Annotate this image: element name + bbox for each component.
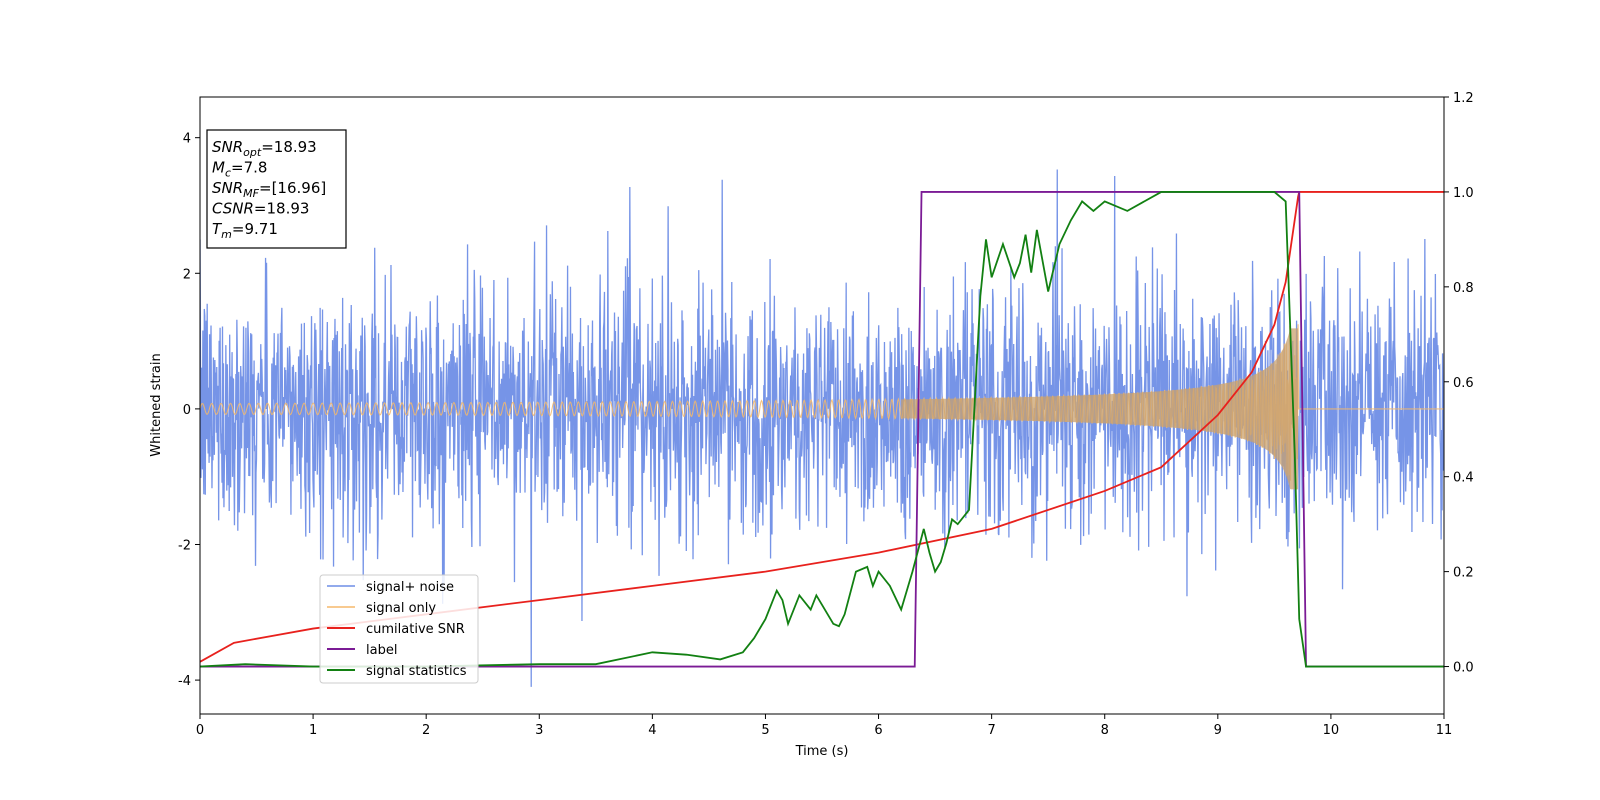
info-subscript: opt — [243, 146, 262, 159]
info-box: SNRopt=18.93Mc=7.8SNRMF=[16.96]CSNR=18.9… — [206, 129, 347, 249]
y-tick-label: -4 — [178, 674, 191, 689]
x-tick-label: 2 — [422, 723, 430, 738]
x-tick-label: 9 — [1214, 723, 1222, 738]
x-tick-label: 6 — [874, 723, 882, 738]
plot-frame — [199, 96, 1445, 715]
legend: signal+ noise signal only cumilative SNR la… — [319, 574, 479, 684]
info-line: Tm=9.71 — [212, 220, 278, 241]
info-value: =18.93 — [261, 138, 317, 156]
x-tick-label: 4 — [648, 723, 656, 738]
x-axis-label: Time (s) — [795, 744, 849, 759]
info-symbol: M — [212, 159, 225, 177]
info-box-frame — [206, 129, 347, 249]
info-value: =7.8 — [231, 159, 267, 177]
legend-label: signal only — [366, 601, 436, 616]
y2-tick-label: 1.0 — [1453, 186, 1474, 201]
x-tick-label: 5 — [761, 723, 769, 738]
info-line: Mc=7.8 — [212, 159, 267, 180]
series-signal-statistics-line — [200, 191, 1444, 668]
info-value: =9.71 — [232, 220, 278, 238]
x-tick-label: 3 — [535, 723, 543, 738]
y-axis-label: Whitened strain — [149, 353, 164, 456]
info-symbol: SNR — [212, 179, 243, 197]
info-symbol: CSNR — [212, 200, 254, 218]
x-tick-label: 1 — [309, 723, 317, 738]
legend-label: label — [366, 643, 397, 658]
x-tick-label: 0 — [196, 723, 204, 738]
info-subscript: m — [221, 228, 232, 241]
info-subscript: c — [225, 167, 231, 180]
info-subscript: MF — [243, 187, 259, 200]
x-tick-label: 11 — [1436, 723, 1453, 738]
y-tick-label: -2 — [178, 538, 191, 553]
x-tick-label: 7 — [987, 723, 995, 738]
legend-label: cumilative SNR — [366, 622, 465, 637]
info-symbol: SNR — [212, 138, 243, 156]
info-value: =18.93 — [254, 200, 310, 218]
y2-tick-label: 0.4 — [1453, 471, 1474, 486]
info-value: =[16.96] — [259, 179, 326, 197]
legend-label: signal statistics — [366, 664, 467, 679]
info-line: SNRopt=18.93 — [212, 138, 317, 159]
y2-tick-label: 0.8 — [1453, 281, 1474, 296]
series-signal-only-envelope — [901, 328, 1299, 490]
y2-tick-label: 0.2 — [1453, 566, 1474, 581]
y-tick-label: 4 — [183, 132, 191, 147]
y-tick-label: 0 — [183, 403, 191, 418]
info-line: SNRMF=[16.96] — [212, 179, 326, 200]
x-tick-label: 8 — [1101, 723, 1109, 738]
x-tick-label: 10 — [1323, 723, 1340, 738]
y2-tick-label: 0.0 — [1453, 661, 1474, 676]
y2-tick-label: 0.6 — [1453, 376, 1474, 391]
y2-tick-label: 1.2 — [1453, 91, 1474, 106]
legend-frame — [319, 574, 479, 684]
legend-label: signal+ noise — [366, 580, 454, 595]
info-symbol: T — [212, 220, 223, 238]
y-tick-label: 2 — [183, 267, 191, 282]
info-line: CSNR=18.93 — [212, 200, 309, 218]
